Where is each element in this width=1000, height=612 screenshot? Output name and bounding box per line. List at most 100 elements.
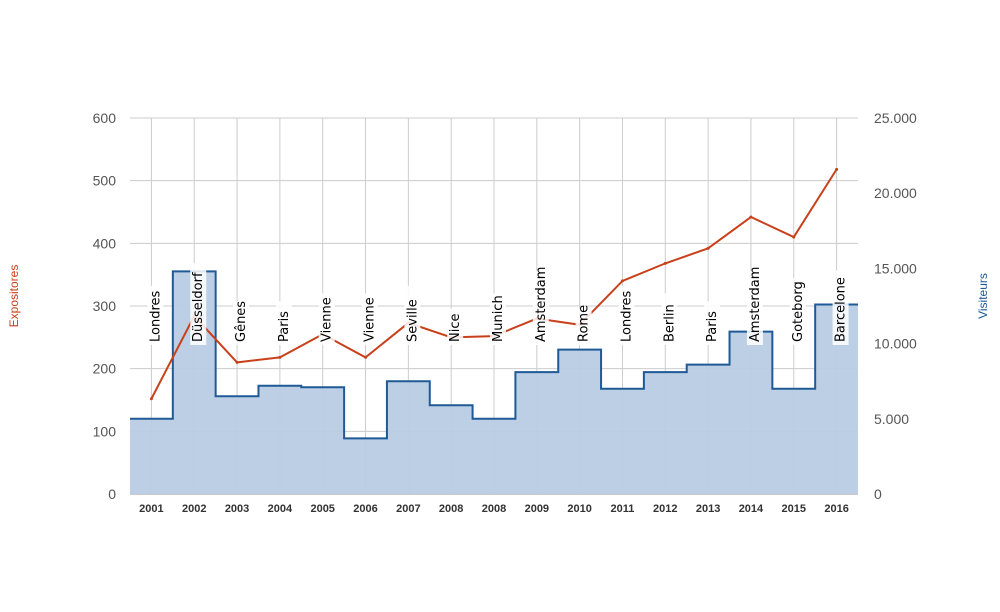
city-label-bg: [318, 293, 335, 345]
x-tick-label: 2013: [696, 503, 720, 515]
city-label: Rome: [577, 305, 592, 342]
city-label-bg: [575, 308, 592, 345]
visiteurs-bar: [515, 372, 558, 494]
city-label: Gênes: [234, 301, 249, 342]
city-label-bg: [190, 263, 207, 345]
visiteurs-bar: [687, 365, 730, 494]
visiteurs-bar: [430, 405, 473, 494]
city-label: Barcelone: [834, 277, 849, 342]
city-label-bg: [746, 270, 763, 345]
x-tick-label: 2009: [525, 503, 549, 515]
expositores-point: [835, 167, 839, 171]
city-label-bg: [532, 270, 549, 345]
city-label: Paris: [705, 311, 720, 342]
y-left-tick-label: 100: [93, 423, 117, 439]
visiteurs-bar: [772, 389, 815, 494]
visiteurs-bar: [301, 387, 344, 494]
city-label-bg: [832, 270, 849, 345]
y-left-tick-label: 500: [93, 173, 117, 189]
city-label: Paris: [277, 311, 292, 342]
city-label-bg: [490, 293, 506, 345]
visiteurs-step-line: [130, 270, 858, 440]
expositores-point: [792, 235, 796, 239]
y-left-axis-title: Expositores: [7, 265, 21, 328]
expositores-point: [149, 397, 153, 401]
city-label-group: Londres: [618, 285, 635, 345]
city-label: Goteborg: [791, 281, 806, 342]
expositores-point: [706, 246, 710, 250]
x-tick-label: 2002: [182, 503, 206, 515]
y-left-tick-label: 300: [93, 298, 117, 314]
y-right-tick-label: 25.000: [874, 110, 917, 126]
city-label: Amsterdam: [748, 267, 763, 342]
y-right-axis-title: Visiteurs: [976, 273, 990, 319]
city-labels: Londres Düsseldorf Gênes Paris Vienne Vienne S…: [147, 263, 849, 345]
visiteurs-series: [130, 270, 858, 494]
x-tick-label: 2001: [139, 503, 163, 515]
visiteurs-bar: [130, 419, 173, 494]
visiteurs-bar: [344, 438, 387, 494]
city-label-group: Amsterdam: [532, 267, 549, 345]
y-right-tick-label: 20.000: [874, 185, 917, 201]
city-label: Munich: [491, 295, 506, 342]
city-label: Düsseldorf: [191, 272, 206, 342]
city-label-bg: [147, 285, 164, 345]
visiteurs-bar: [730, 332, 773, 494]
y-left-tick-label: 0: [108, 486, 116, 502]
visiteurs-bar: [644, 372, 687, 494]
x-tick-label: 2005: [310, 503, 334, 515]
visiteurs-bar: [216, 396, 259, 494]
city-label-bg: [618, 285, 635, 345]
expositores-point: [235, 360, 239, 364]
expositores-point: [663, 261, 667, 265]
expositores-point: [620, 279, 624, 283]
city-label-group: Goteborg: [789, 278, 806, 345]
city-label-group: Barcelone: [832, 270, 849, 345]
y-right-tick-label: 0: [874, 486, 882, 502]
city-label: Berlin: [662, 304, 677, 342]
visiteurs-bar: [601, 389, 644, 494]
city-label: Vienne: [320, 297, 335, 342]
city-label: Seville: [405, 299, 420, 342]
expositores-point: [749, 215, 753, 219]
axes: 0 100 200 300 400 500 600 0 5.000 10.000 15.000 20.…: [93, 110, 917, 515]
visiteurs-bar: [258, 386, 301, 494]
city-label-group: Berlin: [661, 293, 678, 345]
x-tick-label: 2008: [482, 503, 506, 515]
city-label-group: Vienne: [318, 293, 335, 345]
city-label: Londres: [619, 290, 634, 342]
city-label-bg: [704, 301, 721, 345]
x-tick-label: 2011: [611, 503, 635, 515]
x-tick-label: 2010: [567, 503, 591, 515]
city-label-bg: [661, 293, 678, 345]
city-label-group: Londres: [147, 285, 164, 345]
y-right-tick-label: 10.000: [874, 336, 917, 352]
city-label-group: Nice: [447, 308, 464, 345]
city-label-bg: [447, 308, 464, 345]
x-tick-label: 2016: [824, 503, 848, 515]
city-label-group: Amsterdam: [746, 267, 763, 345]
city-label-group: Paris: [275, 301, 292, 345]
city-label-group: Paris: [704, 301, 721, 345]
visiteurs-area: [130, 271, 858, 494]
y-left-tick-label: 200: [93, 361, 117, 377]
x-tick-label: 2012: [653, 503, 677, 515]
y-left-tick-label: 400: [93, 235, 117, 251]
x-tick-label: 2014: [739, 503, 764, 515]
city-label-group: Gênes: [233, 301, 250, 345]
city-label-bg: [233, 301, 250, 345]
x-tick-label: 2004: [268, 503, 293, 515]
expositores-point: [278, 355, 282, 359]
city-label: Vienne: [363, 297, 378, 342]
city-label-bg: [404, 285, 421, 345]
city-label-group: Düsseldorf: [190, 263, 207, 345]
city-label-bg: [789, 278, 806, 345]
y-right-tick-label: 5.000: [874, 411, 909, 427]
city-label-bg: [361, 293, 378, 345]
city-label-group: Munich: [490, 293, 506, 345]
x-tick-label: 2007: [396, 503, 420, 515]
x-tick-label: 2015: [782, 503, 806, 515]
expositores-point: [364, 355, 368, 359]
x-tick-label: 2003: [225, 503, 249, 515]
